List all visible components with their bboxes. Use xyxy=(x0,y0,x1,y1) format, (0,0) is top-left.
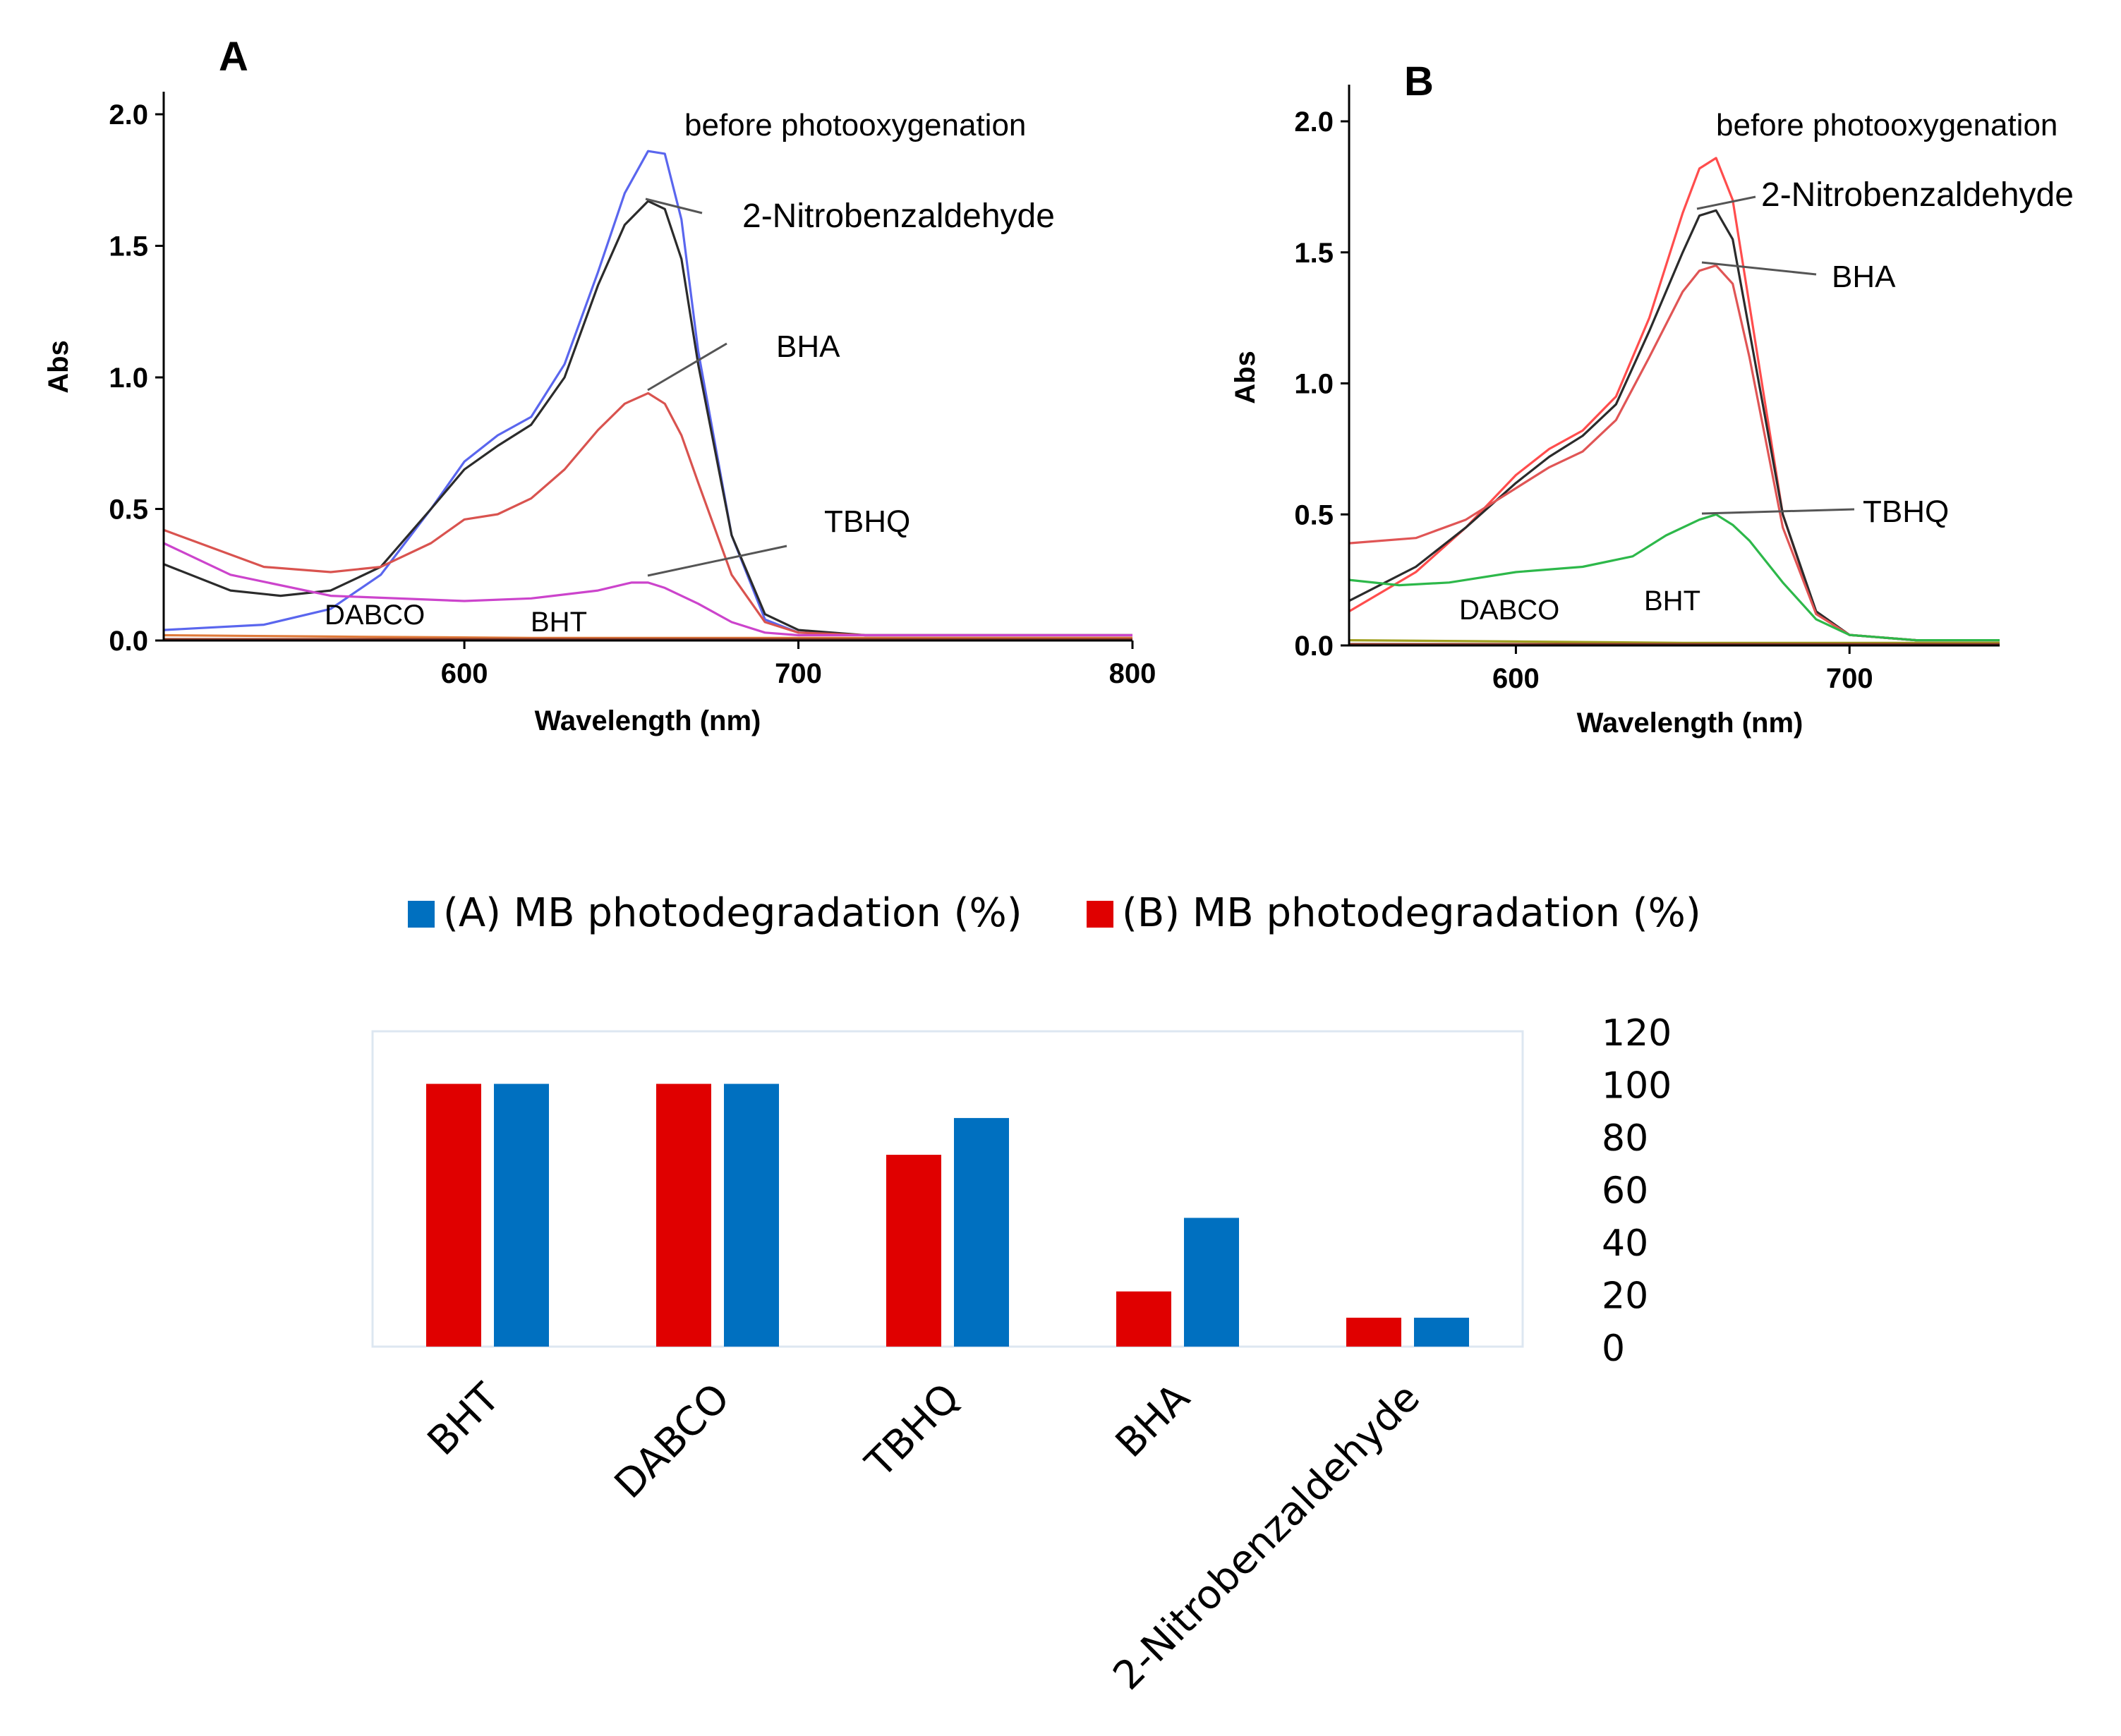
a-xtick-label: 800 xyxy=(1109,658,1156,689)
bar-2-nitrobenzaldehyde-b xyxy=(1346,1318,1401,1347)
b-xtick-label: 700 xyxy=(1826,663,1873,694)
b-ytick-label: 0.5 xyxy=(1294,499,1334,530)
bar-tbhq-b xyxy=(886,1155,941,1347)
bar-dabco-a xyxy=(724,1084,779,1347)
panel-b-plot xyxy=(1348,157,2000,645)
legend-swatch-a xyxy=(408,901,435,928)
bar-legend: (A) MB photodegradation (%) (B) MB photo… xyxy=(408,890,1701,936)
panel-b-axes: 0.0 0.5 1.0 1.5 2.0 600 700 xyxy=(1294,85,2000,694)
a-xtick-label: 600 xyxy=(441,658,488,689)
bar-2-nitrobenzaldehyde-a xyxy=(1414,1318,1469,1347)
panel-a-xlabel: Wavelength (nm) xyxy=(535,705,761,736)
bar-tbhq-a xyxy=(954,1117,1009,1347)
bar-bha-b xyxy=(1116,1291,1171,1347)
panel-b-label: B xyxy=(1404,59,1434,104)
bar-bht-b xyxy=(426,1084,481,1347)
bar-ytick-label: 20 xyxy=(1602,1275,1648,1318)
a-ytick-label: 0.5 xyxy=(109,494,148,526)
panel-b-annot-bht: BHT xyxy=(1644,585,1700,617)
b-xtick-label: 600 xyxy=(1492,663,1540,694)
a-ytick-label: 2.0 xyxy=(109,99,148,130)
panel-b-leader-bha xyxy=(1701,261,1817,276)
panel-b-ylabel: Abs xyxy=(1230,351,1261,404)
a-ytick-label: 0.0 xyxy=(109,626,148,657)
a-series-2-nitrobenzaldehyde xyxy=(163,200,1132,637)
bar-plot-area xyxy=(371,1030,1524,1348)
panel-a-axes: 0.0 0.5 1.0 1.5 2.0 600 700 800 xyxy=(109,92,1156,689)
bar-ytick-label: 120 xyxy=(1602,1012,1672,1055)
bar-ytick-label: 80 xyxy=(1602,1117,1648,1160)
panel-a-annot-tbhq: TBHQ xyxy=(824,504,910,539)
bar-dabco-b xyxy=(656,1084,711,1347)
bar-y-ticks: 0 20 40 60 80 100 120 xyxy=(1602,1012,1672,1370)
a-xtick-label: 700 xyxy=(775,658,822,689)
panel-b-annot-bha: BHA xyxy=(1832,260,1896,294)
a-series-dabco xyxy=(163,633,1132,639)
a-ytick-label: 1.5 xyxy=(109,231,148,262)
panel-b-leader-tbhq xyxy=(1701,508,1855,515)
panel-b-xlabel: Wavelength (nm) xyxy=(1577,708,1803,739)
b-ytick-label: 2.0 xyxy=(1294,107,1334,138)
b-ytick-label: 1.5 xyxy=(1294,238,1334,269)
bar-bha-a xyxy=(1184,1218,1239,1347)
panel-a-annot-bht: BHT xyxy=(531,607,587,638)
panel-a: A 0.0 0.5 1.0 1.5 2.0 600 700 800 Abs Wavelengt… xyxy=(43,34,1156,736)
bar-ytick-label: 60 xyxy=(1602,1170,1648,1213)
panel-b: B 0.0 0.5 1.0 1.5 2.0 600 700 Abs Wavelength (… xyxy=(1230,59,2074,739)
panel-a-annot-nitro: 2-Nitrobenzaldehyde xyxy=(742,198,1055,235)
panel-b-annot-dabco: DABCO xyxy=(1459,595,1559,626)
b-series-bha xyxy=(1348,264,2000,642)
bar-ytick-label: 100 xyxy=(1602,1065,1672,1107)
panel-a-leader-bha xyxy=(647,342,727,391)
bar-bht-a xyxy=(494,1084,549,1347)
bar-marks xyxy=(426,1084,1469,1347)
bar-ytick-label: 0 xyxy=(1602,1328,1625,1370)
legend-label-b: (B) MB photodegradation (%) xyxy=(1122,890,1701,936)
a-series-bha xyxy=(163,391,1132,637)
panel-a-annot-dabco: DABCO xyxy=(325,600,425,631)
panel-b-annot-tbhq: TBHQ xyxy=(1863,494,1949,529)
a-series-tbhq xyxy=(163,542,1132,637)
a-ytick-label: 1.0 xyxy=(109,363,148,394)
legend-label-a: (A) MB photodegradation (%) xyxy=(443,890,1022,936)
b-series-tbhq xyxy=(1348,513,2000,642)
panel-a-plot xyxy=(163,150,1132,641)
panel-a-ylabel: Abs xyxy=(43,340,74,394)
legend-swatch-b xyxy=(1087,901,1113,928)
bar-ytick-label: 40 xyxy=(1602,1222,1648,1265)
panel-b-annot-nitro: 2-Nitrobenzaldehyde xyxy=(1761,176,2074,214)
panel-b-leader-nitro xyxy=(1696,195,1756,210)
panel-a-leader-nitro xyxy=(645,198,703,214)
panel-a-annot-bha: BHA xyxy=(776,329,840,364)
panel-a-label: A xyxy=(219,34,248,80)
panel-a-annot-before: before photooxygenation xyxy=(684,108,1026,142)
panel-a-leader-tbhq xyxy=(647,545,787,577)
b-ytick-label: 0.0 xyxy=(1294,631,1334,662)
b-series-dabco xyxy=(1348,639,2000,644)
panel-b-annot-before: before photooxygenation xyxy=(1716,108,2057,142)
b-series-2-nitrobenzaldehyde xyxy=(1348,209,2000,642)
b-ytick-label: 1.0 xyxy=(1294,369,1334,400)
